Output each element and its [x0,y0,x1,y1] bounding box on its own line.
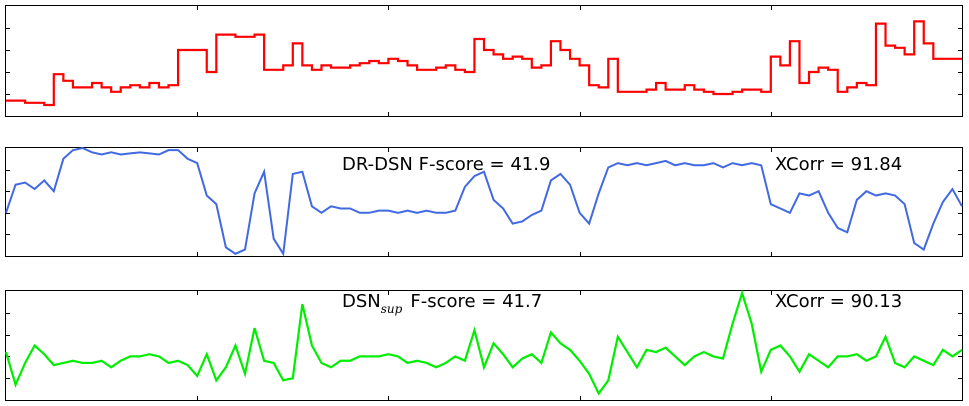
panel-blue: DR-DSN F-score = 41.9 XCorr = 91.84 [5,146,963,257]
annotation-rest: F-score = 41.7 [410,291,542,312]
panel-ticks [6,6,962,116]
panel-frame [5,290,963,401]
panel-green: DSNsup F-score = 41.7 XCorr = 90.13 [4,289,963,401]
green-series-line [4,289,963,396]
panel-red [5,5,963,117]
panel-frame [5,147,963,257]
annotation-left: DR-DSN F-score = 41.9 [342,154,550,175]
annotation-subscript: sup [381,302,403,316]
annotation-main: DSN [342,291,381,312]
panel-ticks [6,148,962,256]
annotation-right: XCorr = 91.84 [775,154,902,175]
red-series-line [6,20,962,107]
annotation-right: XCorr = 90.13 [775,291,902,312]
panel-ticks [6,291,962,400]
annotation-left: DSNsup F-score = 41.7 [342,291,542,316]
blue-series-line [5,146,963,257]
panel-frame [5,5,963,117]
